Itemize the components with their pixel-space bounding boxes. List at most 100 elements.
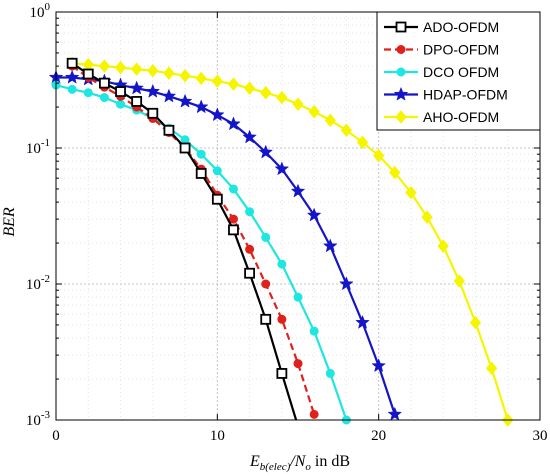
data-point — [405, 185, 417, 200]
legend-marker — [395, 21, 407, 33]
x-tick-label: 30 — [533, 428, 548, 444]
data-point — [469, 315, 482, 330]
data-point — [99, 77, 110, 89]
series-line — [56, 76, 396, 415]
data-point — [67, 84, 77, 94]
data-point — [453, 274, 465, 288]
data-point — [308, 104, 320, 119]
series-line — [71, 65, 316, 415]
data-point — [245, 207, 255, 217]
legend-label: ADO-OFDM — [423, 19, 499, 35]
data-point — [437, 239, 449, 253]
data-point — [179, 68, 191, 83]
legend-marker — [395, 110, 407, 124]
data-point — [309, 326, 319, 336]
data-point — [356, 135, 369, 150]
data-point — [193, 99, 209, 114]
data-point — [145, 83, 161, 98]
data-point — [293, 292, 303, 302]
data-point — [322, 238, 338, 253]
data-point — [373, 148, 385, 163]
data-point — [98, 59, 111, 73]
data-point — [339, 276, 354, 291]
data-point — [210, 107, 225, 122]
data-point — [179, 142, 191, 154]
data-point — [83, 88, 93, 98]
data-point — [324, 113, 336, 128]
legend: ADO-OFDM DPO-OFDM DCO OFDM HDAP-OFDM AHO-OFD… — [376, 11, 541, 131]
data-point — [211, 193, 223, 205]
data-point — [340, 123, 353, 138]
data-point — [163, 66, 175, 80]
data-point — [276, 368, 288, 379]
data-point — [99, 93, 109, 103]
data-point — [196, 149, 206, 159]
data-point — [82, 68, 94, 80]
legend-entry: ADO-OFDM — [384, 19, 499, 35]
data-point — [114, 60, 127, 75]
data-point — [66, 57, 78, 69]
legend-entry: DCO OFDM — [384, 64, 499, 80]
x-tick-label: 0 — [52, 428, 60, 444]
y-tick-label: 100 — [30, 1, 51, 21]
legend-label: DCO OFDM — [423, 64, 499, 80]
data-point — [180, 135, 190, 145]
data-point — [371, 358, 386, 373]
data-point — [212, 166, 222, 176]
data-point — [293, 359, 303, 369]
legend-marker — [396, 67, 406, 77]
data-point — [116, 99, 126, 109]
data-point — [387, 406, 403, 421]
data-point — [242, 129, 257, 144]
data-point — [485, 361, 498, 376]
series-aho-ofdm — [66, 56, 514, 427]
legend-entry: AHO-OFDM — [384, 109, 499, 125]
data-point — [211, 74, 223, 88]
x-tick-label: 20 — [371, 428, 386, 444]
data-point — [277, 259, 287, 269]
data-point — [243, 81, 256, 96]
series-ado-ofdm — [66, 57, 298, 421]
x-tick-label: 10 — [210, 428, 225, 444]
data-point — [421, 210, 433, 224]
data-point — [228, 184, 238, 194]
legend-marker — [393, 86, 409, 101]
data-point — [131, 62, 143, 76]
legend-label: AHO-OFDM — [423, 109, 499, 125]
series-group — [48, 56, 514, 427]
plot-frame — [55, 11, 541, 421]
x-axis-title: Eb(elec)/No in dB — [249, 453, 350, 473]
data-point — [325, 368, 335, 378]
legend-label: HDAP-OFDM — [423, 87, 508, 103]
data-point — [245, 244, 255, 254]
legend-entry: DPO-OFDM — [384, 42, 499, 58]
data-point — [163, 124, 175, 136]
data-point — [290, 183, 306, 198]
data-point — [131, 96, 143, 107]
data-point — [355, 314, 370, 329]
data-point — [276, 90, 288, 105]
data-point — [64, 69, 80, 84]
data-point — [226, 116, 241, 131]
data-point — [260, 313, 272, 325]
data-point — [147, 107, 159, 119]
data-point — [274, 161, 290, 176]
data-point — [115, 86, 126, 97]
legend-entry: HDAP-OFDM — [384, 87, 508, 103]
tick-labels: 0 10 20 30 10-3 10-2 10-1 100 — [26, 1, 548, 444]
data-point — [161, 88, 177, 103]
data-point — [260, 85, 272, 100]
data-point — [195, 71, 207, 86]
data-point — [309, 409, 319, 419]
data-point — [261, 279, 271, 289]
series-line — [72, 62, 509, 421]
data-point — [389, 165, 401, 180]
data-point — [261, 232, 271, 242]
data-point — [177, 93, 193, 108]
data-point — [195, 168, 207, 179]
series-dco-ofdm — [51, 80, 351, 425]
y-axis-title: BER — [1, 207, 18, 237]
y-tick-label: 10-3 — [26, 409, 51, 429]
data-point — [277, 314, 287, 324]
